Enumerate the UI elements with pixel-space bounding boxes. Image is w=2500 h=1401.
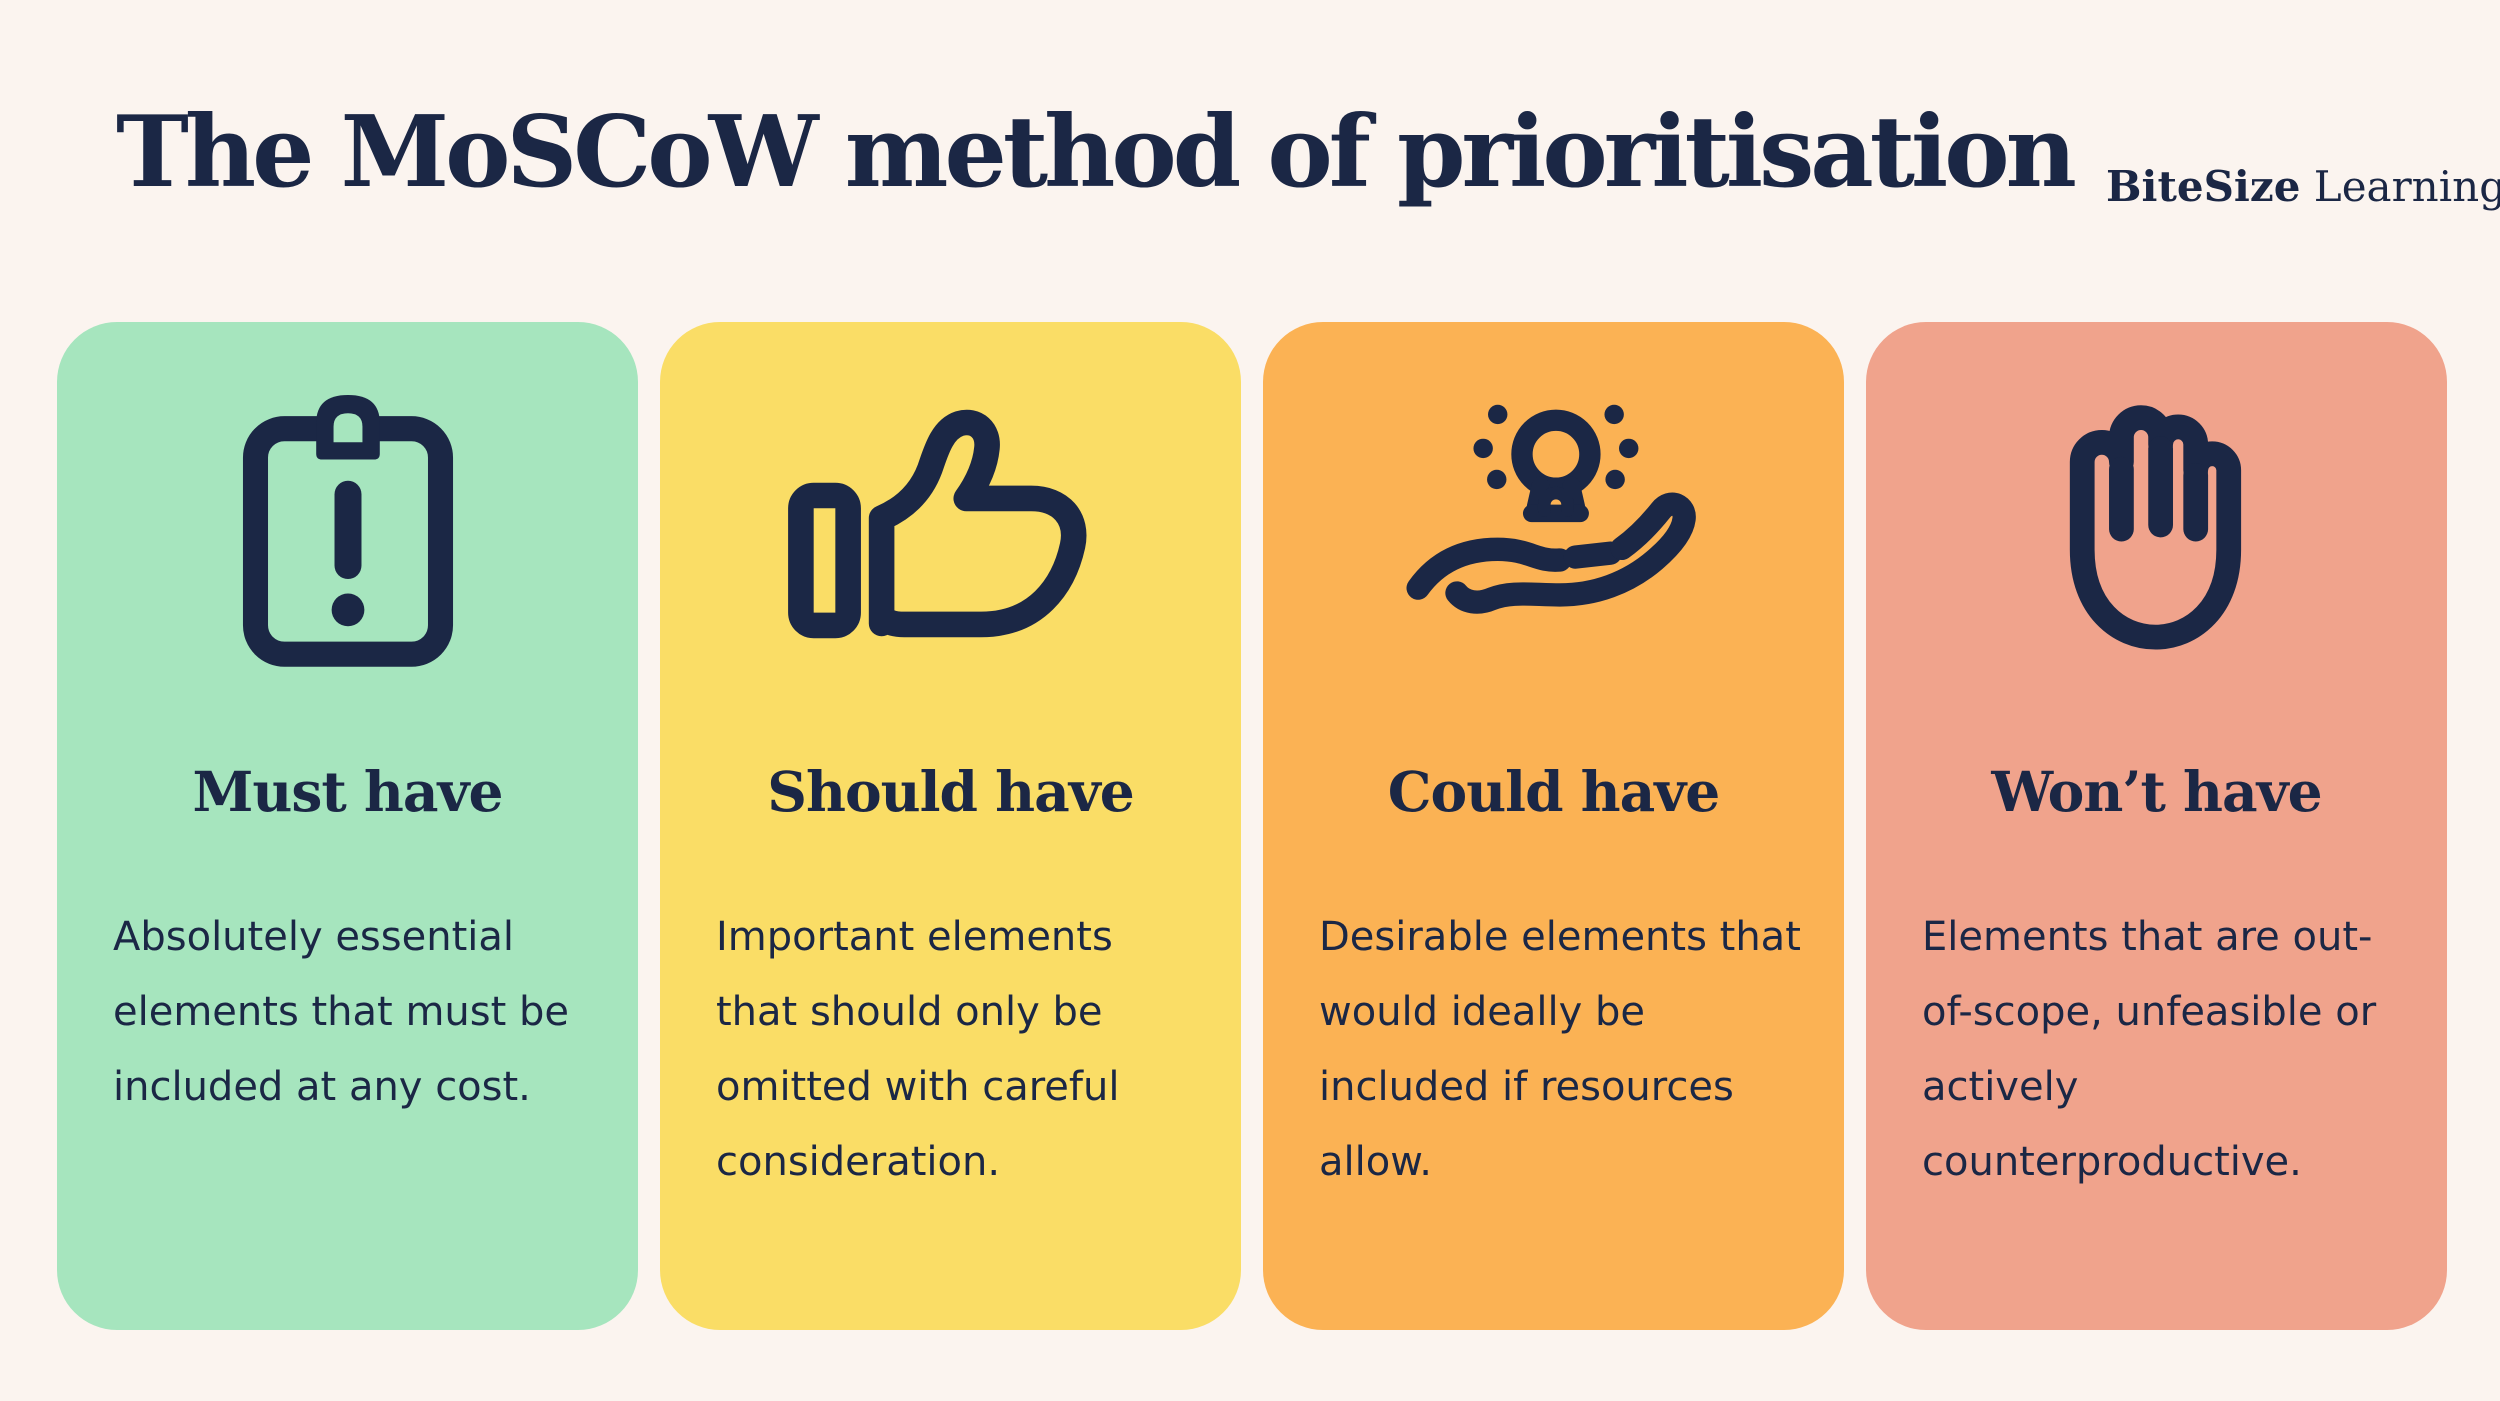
card-should-have: Should have Important elements that shou… xyxy=(660,322,1241,1330)
card-description: Elements that are out-of-scope, unfeasib… xyxy=(1922,914,2377,1185)
stop-hand-icon xyxy=(2069,405,2242,650)
card-wont-have: Won’t have Elements that are out-of-scop… xyxy=(1866,322,2447,1330)
card-description: Desirable elements that would ideally be… xyxy=(1319,914,1801,1185)
card-title: Won’t have xyxy=(1991,759,2322,824)
card-row: Must have Absolutely essential elements … xyxy=(57,322,2447,1330)
hand-lightbulb-icon xyxy=(1406,404,1696,614)
card-could-have: Could have Desirable elements that would… xyxy=(1263,322,1844,1330)
clipboard-exclamation-icon xyxy=(242,394,453,667)
brand-logo-bold: BiteSize xyxy=(2106,162,2301,211)
card-must-have: Must have Absolutely essential elements … xyxy=(57,322,638,1330)
brand-logo-regular: Learning xyxy=(2313,162,2500,211)
card-title: Must have xyxy=(192,759,504,824)
card-description: Absolutely essential elements that must … xyxy=(113,914,569,1110)
card-description: Important elements that should only be o… xyxy=(716,914,1120,1185)
thumbs-up-icon xyxy=(787,409,1086,638)
card-icon-box xyxy=(57,374,638,680)
card-icon-box xyxy=(1263,374,1844,680)
card-icon-box xyxy=(660,374,1241,680)
card-title: Could have xyxy=(1387,759,1721,824)
card-title: Should have xyxy=(767,759,1134,824)
page-title: The MoSCoW method of prioritisation xyxy=(116,95,2077,210)
card-icon-box xyxy=(1866,374,2447,680)
brand-logo: BiteSize Learning xyxy=(2106,166,2500,208)
